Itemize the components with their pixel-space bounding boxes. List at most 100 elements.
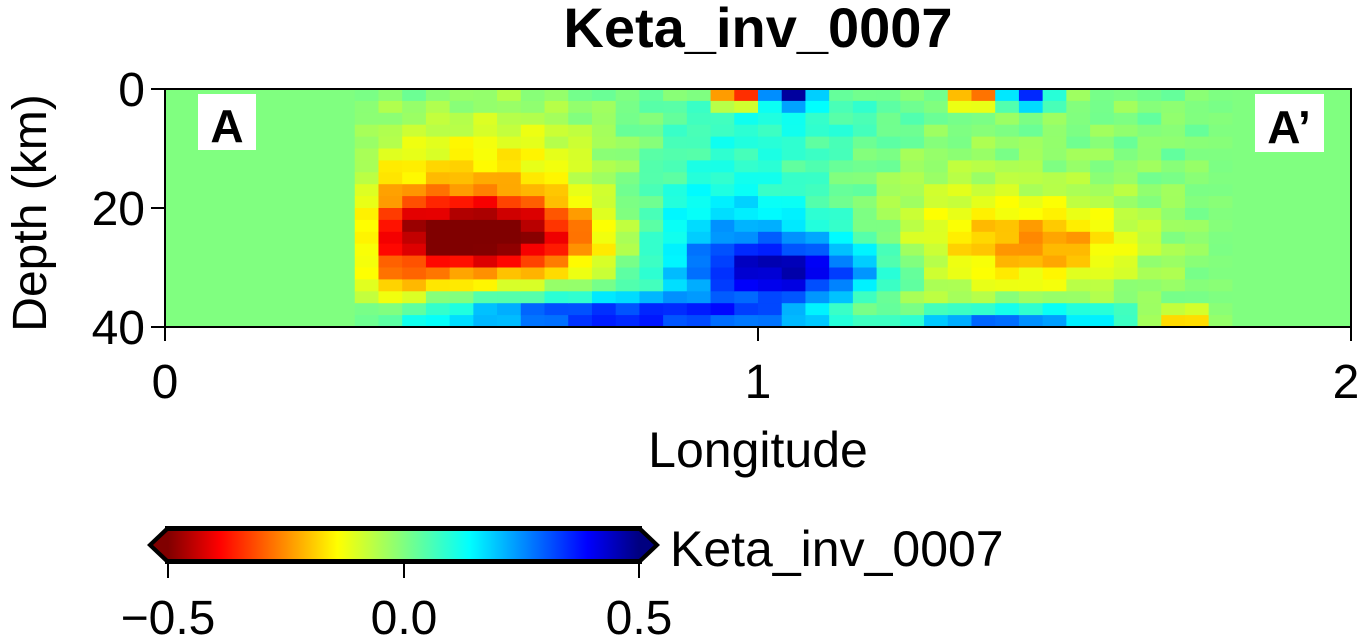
heatmap-cell xyxy=(1303,303,1328,316)
colorbar: −0.5 0.0 0.5 Keta_inv_0007 xyxy=(121,521,1004,642)
heatmap-cell xyxy=(1066,267,1091,280)
heatmap-cell xyxy=(805,231,830,245)
heatmap-cell xyxy=(1232,184,1257,197)
heatmap-cell xyxy=(520,184,546,197)
heatmap-cell xyxy=(425,303,451,316)
heatmap-cell xyxy=(1256,160,1281,173)
heatmap-cell xyxy=(568,124,593,138)
heatmap-cell xyxy=(188,255,214,269)
heatmap-cell xyxy=(1018,196,1044,209)
heatmap-cell xyxy=(639,208,664,221)
heatmap-cell xyxy=(449,303,474,316)
heatmap-cell xyxy=(1327,172,1351,185)
heatmap-cell xyxy=(165,136,190,150)
heatmap-cell xyxy=(1327,100,1351,114)
profile-end-label: A’ xyxy=(1267,101,1310,153)
heatmap-cell xyxy=(1137,303,1162,316)
heatmap-cell xyxy=(1066,279,1091,292)
heatmap-cell xyxy=(1303,243,1328,257)
heatmap-cell xyxy=(497,315,522,327)
heatmap-cell xyxy=(781,255,807,269)
heatmap-cells xyxy=(165,89,1351,327)
heatmap-cell xyxy=(568,172,593,185)
heatmap-cell xyxy=(710,279,735,292)
heatmap-cell xyxy=(1066,196,1091,209)
heatmap-cell xyxy=(1327,243,1351,257)
heatmap-cell xyxy=(995,267,1020,280)
heatmap-cell xyxy=(283,148,308,161)
heatmap-cell xyxy=(544,184,569,197)
heatmap-cell xyxy=(1090,184,1115,197)
heatmap-cell xyxy=(1184,100,1210,114)
heatmap-cell xyxy=(995,136,1020,150)
heatmap-cell xyxy=(663,196,688,209)
heatmap-cell xyxy=(165,315,190,327)
heatmap-cell xyxy=(781,100,807,114)
heatmap-cell xyxy=(947,184,973,197)
heatmap-cell xyxy=(1090,148,1115,161)
heatmap-cell xyxy=(1208,231,1233,245)
heatmap-cell xyxy=(497,89,522,102)
heatmap-cell xyxy=(307,255,332,269)
heatmap-cell xyxy=(544,291,569,304)
heatmap-cell xyxy=(1113,124,1139,138)
heatmap-cell xyxy=(520,136,546,150)
heatmap-cell xyxy=(259,315,285,327)
heatmap-cell xyxy=(259,303,285,316)
heatmap-cell xyxy=(354,231,380,245)
heatmap-cell xyxy=(995,231,1020,245)
heatmap-cell xyxy=(924,112,949,126)
heatmap-cell xyxy=(710,100,735,114)
heatmap-cell xyxy=(639,148,664,161)
heatmap-cell xyxy=(924,100,949,114)
heatmap-cell xyxy=(852,231,878,245)
heatmap-cell xyxy=(212,231,237,245)
heatmap-cell xyxy=(165,231,190,245)
heatmap-cell xyxy=(971,231,996,245)
heatmap-cell xyxy=(591,100,617,114)
heatmap-cell xyxy=(924,219,949,233)
heatmap-cell xyxy=(1137,219,1162,233)
heatmap-cell xyxy=(378,231,403,245)
heatmap-cell xyxy=(259,231,285,245)
heatmap-cell xyxy=(686,291,712,304)
heatmap-cell xyxy=(520,243,546,257)
heatmap-cell xyxy=(1208,184,1233,197)
heatmap-cell xyxy=(591,303,617,316)
heatmap-cell xyxy=(924,89,949,102)
heatmap-cell xyxy=(1327,136,1351,150)
heatmap-cell xyxy=(639,136,664,150)
heatmap-cell xyxy=(354,184,380,197)
heatmap-cell xyxy=(449,243,474,257)
heatmap-cell xyxy=(900,184,925,197)
heatmap-cell xyxy=(331,112,356,126)
heatmap-cell xyxy=(1303,267,1328,280)
heatmap-cell xyxy=(1161,231,1186,245)
heatmap-cell xyxy=(1042,89,1067,102)
heatmap-cell xyxy=(1018,303,1044,316)
heatmap-cell xyxy=(947,303,973,316)
heatmap-cell xyxy=(165,196,190,209)
heatmap-cell xyxy=(236,219,261,233)
heatmap-cell xyxy=(663,208,688,221)
heatmap-cell xyxy=(378,315,403,327)
heatmap-cell xyxy=(1137,124,1162,138)
heatmap-cell xyxy=(615,148,640,161)
heatmap-cell xyxy=(639,89,664,102)
heatmap-cell xyxy=(710,291,735,304)
heatmap-cell xyxy=(449,136,474,150)
heatmap-cell xyxy=(924,208,949,221)
heatmap-cell xyxy=(1066,315,1091,327)
heatmap-cell xyxy=(188,279,214,292)
heatmap-cell xyxy=(710,196,735,209)
heatmap-cell xyxy=(259,243,285,257)
heatmap-cell xyxy=(544,315,569,327)
heatmap-cell xyxy=(449,160,474,173)
heatmap-cell xyxy=(473,291,498,304)
heatmap-cell xyxy=(307,100,332,114)
heatmap-cell xyxy=(1184,89,1210,102)
heatmap-cell xyxy=(354,112,380,126)
heatmap-cell xyxy=(829,279,854,292)
heatmap-cell xyxy=(1232,219,1257,233)
heatmap-cell xyxy=(425,184,451,197)
